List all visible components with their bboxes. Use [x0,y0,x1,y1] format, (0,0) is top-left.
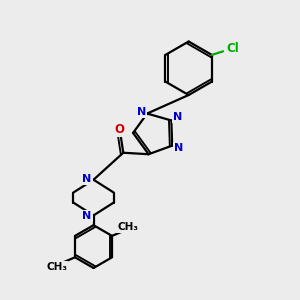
Text: N: N [82,174,91,184]
Text: N: N [137,107,146,117]
Text: CH₃: CH₃ [117,222,138,232]
Text: N: N [82,211,91,221]
Text: Cl: Cl [226,42,239,55]
Text: O: O [114,123,124,136]
Text: N: N [173,112,182,122]
Text: N: N [174,143,183,153]
Text: CH₃: CH₃ [47,262,68,272]
